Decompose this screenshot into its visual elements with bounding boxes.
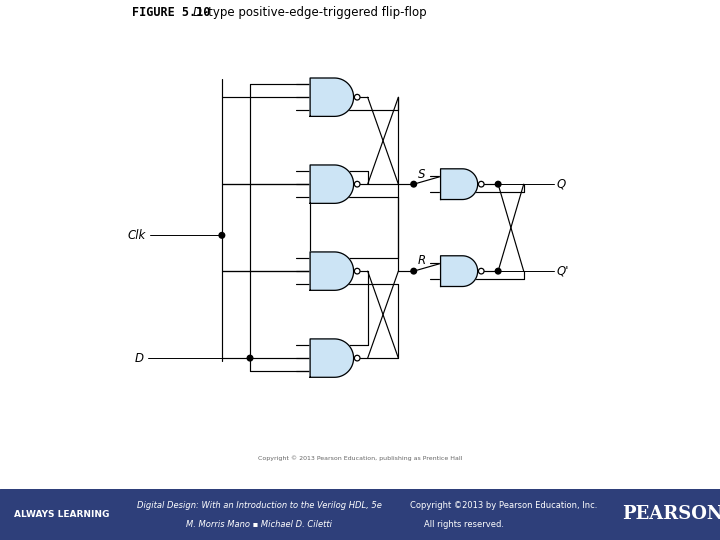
- Text: ALWAYS LEARNING: ALWAYS LEARNING: [14, 510, 109, 519]
- Circle shape: [354, 94, 360, 100]
- Text: Clk: Clk: [128, 229, 146, 242]
- Polygon shape: [310, 78, 354, 117]
- Circle shape: [354, 268, 360, 274]
- Text: Copyright ©2013 by Pearson Education, Inc.: Copyright ©2013 by Pearson Education, In…: [410, 501, 598, 510]
- Text: FIGURE 5.10: FIGURE 5.10: [132, 6, 211, 19]
- Circle shape: [354, 181, 360, 187]
- Circle shape: [411, 181, 417, 187]
- Circle shape: [495, 181, 501, 187]
- Text: -type positive-edge-triggered flip-flop: -type positive-edge-triggered flip-flop: [200, 6, 426, 19]
- Text: Q': Q': [557, 265, 570, 278]
- Polygon shape: [310, 252, 354, 291]
- Text: All rights reserved.: All rights reserved.: [424, 520, 504, 529]
- Text: R: R: [418, 254, 426, 267]
- Circle shape: [478, 181, 484, 187]
- Text: D: D: [192, 6, 201, 19]
- Polygon shape: [310, 339, 354, 377]
- Text: PEARSON: PEARSON: [623, 505, 720, 523]
- Text: Copyright © 2013 Pearson Education, publishing as Prentice Hall: Copyright © 2013 Pearson Education, publ…: [258, 455, 462, 461]
- Circle shape: [411, 268, 417, 274]
- Text: Q: Q: [557, 178, 566, 191]
- Text: S: S: [418, 167, 426, 180]
- Circle shape: [495, 268, 501, 274]
- Circle shape: [247, 355, 253, 361]
- Polygon shape: [441, 256, 477, 287]
- Polygon shape: [441, 169, 477, 199]
- Circle shape: [354, 355, 360, 361]
- Text: Digital Design: With an Introduction to the Verilog HDL, 5e: Digital Design: With an Introduction to …: [137, 501, 382, 510]
- Text: M. Morris Mano ▪ Michael D. Ciletti: M. Morris Mano ▪ Michael D. Ciletti: [186, 520, 332, 529]
- Circle shape: [478, 268, 484, 274]
- Polygon shape: [310, 165, 354, 204]
- Text: D: D: [135, 352, 143, 365]
- Circle shape: [219, 233, 225, 238]
